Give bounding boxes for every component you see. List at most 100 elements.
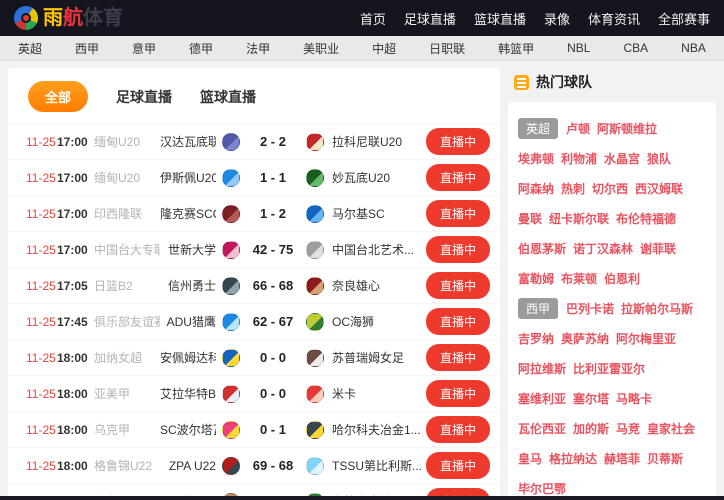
team-link[interactable]: 富勒姆	[518, 272, 555, 286]
team-link[interactable]: 西汉姆联	[635, 182, 684, 196]
team-link[interactable]: 阿拉维斯	[518, 362, 567, 376]
match-time: 18:00	[57, 458, 88, 473]
match-league: 缅甸U20	[94, 135, 141, 149]
match-score: 0 - 0	[259, 386, 286, 401]
main-nav-item[interactable]: 篮球直播	[473, 11, 526, 27]
team-link[interactable]: 热刺	[561, 182, 586, 196]
main-nav-item[interactable]: 全部赛事	[657, 11, 710, 27]
sidebar-title-row: 热门球队	[508, 68, 716, 102]
team-link[interactable]: 拉斯帕尔马斯	[621, 302, 694, 316]
away-team-logo	[305, 276, 324, 295]
league-subnav-item[interactable]: NBL	[567, 41, 591, 55]
league-subnav-item[interactable]: 英超	[18, 41, 43, 56]
live-button[interactable]: 直播中	[425, 344, 490, 371]
team-link[interactable]: 水晶宫	[604, 152, 641, 166]
live-button[interactable]: 直播中	[425, 272, 490, 299]
league-subnav-item[interactable]: 德甲	[189, 41, 214, 56]
match-row[interactable]: 11-25 17:00 中国台大专联 世新大学 42 - 75 中国台北艺术... 直播中	[8, 231, 500, 267]
live-button[interactable]: 直播中	[425, 416, 490, 443]
tab-basketball-live[interactable]: 篮球直播	[200, 88, 257, 105]
team-link[interactable]: 利物浦	[561, 152, 598, 166]
live-button[interactable]: 直播中	[425, 200, 490, 227]
team-link[interactable]: 伯恩茅斯	[518, 242, 567, 256]
team-link[interactable]: 赫塔菲	[604, 452, 641, 466]
team-link[interactable]: 埃弗顿	[518, 152, 555, 166]
league-subnav-item[interactable]: CBA	[623, 41, 649, 55]
team-link[interactable]: 吉罗纳	[518, 332, 555, 346]
team-link[interactable]: 狼队	[647, 152, 672, 166]
team-link[interactable]: 布莱顿	[561, 272, 598, 286]
team-link[interactable]: 曼联	[518, 212, 543, 226]
team-link[interactable]: 诺丁汉森林	[573, 242, 634, 256]
league-subnav-item[interactable]: 中超	[372, 41, 397, 56]
league-subnav-item[interactable]: 日职联	[429, 41, 466, 56]
league-subnav-item[interactable]: 西甲	[75, 41, 100, 56]
tab-football-live[interactable]: 足球直播	[116, 88, 173, 105]
match-score: 62 - 67	[252, 314, 294, 329]
team-link[interactable]: 格拉纳达	[549, 452, 598, 466]
away-team-name: 妙瓦底U20	[331, 171, 390, 185]
brand[interactable]: 雨 航 体育	[14, 6, 123, 30]
team-link[interactable]: 卢顿	[566, 122, 591, 136]
league-subnav-item[interactable]: 美职业	[303, 41, 340, 56]
team-link[interactable]: 谢菲联	[640, 242, 677, 256]
match-row[interactable]: 11-25 17:00 印西隆联 隆克赛SCC 1 - 2 马尔基SC 直播中	[8, 195, 500, 231]
main-nav-item[interactable]: 录像	[543, 11, 570, 27]
team-link[interactable]: 布伦特福德	[616, 212, 677, 226]
team-link[interactable]: 马略卡	[616, 392, 653, 406]
league-subnav-item[interactable]: NBA	[681, 41, 706, 55]
team-link[interactable]: 阿斯顿维拉	[597, 122, 658, 136]
main-nav-item[interactable]: 首页	[359, 11, 386, 27]
away-team-logo	[305, 204, 324, 223]
team-link[interactable]: 比利亚雷亚尔	[573, 362, 646, 376]
home-team-name: 隆克赛SCC	[160, 207, 216, 221]
team-link[interactable]: 纽卡斯尔联	[549, 212, 610, 226]
live-button[interactable]: 直播中	[425, 128, 490, 155]
team-link[interactable]: 加的斯	[573, 422, 610, 436]
team-link[interactable]: 塞尔塔	[573, 392, 610, 406]
match-score: 1 - 2	[259, 206, 286, 221]
away-team-name: TSSU第比利斯...	[331, 459, 422, 473]
team-link[interactable]: 贝蒂斯	[647, 452, 684, 466]
match-row[interactable]: 11-25 18:00 格鲁锦U22 ZPA U22 69 - 68 TSSU第比利斯..…	[8, 447, 500, 483]
league-badge: 英超	[518, 118, 559, 139]
match-row[interactable]: 11-25 17:45 俱乐部友谊赛 ADU猎鹰 62 - 67 OC海狮 直播中	[8, 303, 500, 339]
team-link[interactable]: 阿尔梅里亚	[616, 332, 677, 346]
away-team-logo	[305, 420, 324, 439]
team-link[interactable]: 切尔西	[592, 182, 629, 196]
team-link[interactable]: 皇马	[518, 452, 543, 466]
main-nav-item[interactable]: 体育资讯	[587, 11, 640, 27]
team-link[interactable]: 奥萨苏纳	[561, 332, 610, 346]
live-button[interactable]: 直播中	[425, 452, 490, 479]
home-team-name: ZPA U22	[168, 458, 216, 473]
league-subnav-item[interactable]: 法甲	[246, 41, 271, 56]
match-score: 66 - 68	[252, 278, 294, 293]
live-button[interactable]: 直播中	[425, 380, 490, 407]
league-subnav-item[interactable]: 意甲	[132, 41, 157, 56]
team-link[interactable]: 伯恩利	[604, 272, 641, 286]
team-link[interactable]: 瓦伦西亚	[518, 422, 567, 436]
tab-all[interactable]: 全部	[28, 81, 89, 112]
list-icon	[514, 74, 529, 90]
team-group: 英超 卢顿 阿斯顿维拉埃弗顿 利物浦 水晶宫 狼队阿森纳 热刺 切尔西 西汉姆联曼联 纽卡斯尔联布…	[518, 114, 706, 294]
team-link[interactable]: 皇家社会	[647, 422, 696, 436]
team-link[interactable]: 毕尔巴鄂	[518, 482, 567, 496]
team-link[interactable]: 马竞	[616, 422, 641, 436]
home-team-name: 安佩姆达科阿...	[160, 351, 216, 365]
match-row[interactable]: 11-25 17:05 日篮B2 信州勇士 66 - 68 奈良雄心 直播中	[8, 267, 500, 303]
team-link[interactable]: 阿森纳	[518, 182, 555, 196]
live-button[interactable]: 直播中	[425, 164, 490, 191]
team-link[interactable]: 巴列卡诺	[566, 302, 615, 316]
away-team-name: OC海狮	[331, 315, 374, 329]
live-button[interactable]: 直播中	[425, 308, 490, 335]
live-button[interactable]: 直播中	[425, 236, 490, 263]
league-subnav-item[interactable]: 韩篮甲	[498, 41, 535, 56]
match-row[interactable]: 11-25 17:00 缅甸U20 伊斯佩U20 1 - 1 妙瓦底U20 直播中	[8, 159, 500, 195]
league-badge: 西甲	[518, 298, 559, 319]
team-link[interactable]: 塞维利亚	[518, 392, 567, 406]
main-nav-item[interactable]: 足球直播	[403, 11, 456, 27]
